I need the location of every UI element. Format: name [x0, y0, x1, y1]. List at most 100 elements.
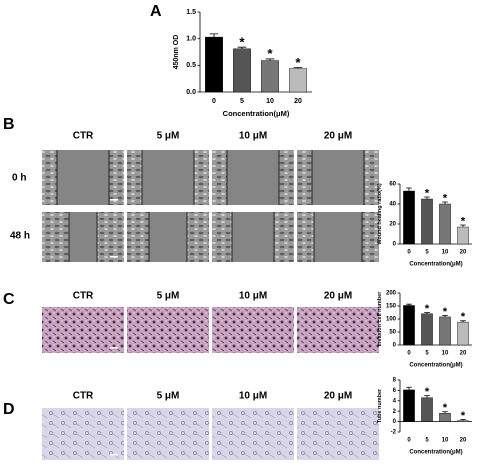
row-label: 0 h: [12, 173, 26, 184]
error-bar: [406, 187, 412, 191]
significance: *: [425, 187, 430, 199]
error-bar: [460, 320, 466, 323]
significance: *: [461, 215, 466, 227]
scale-bar: [110, 454, 118, 456]
x-tick-label: 5: [425, 438, 429, 444]
column-label: CTR: [73, 291, 94, 302]
micrograph: [297, 408, 379, 460]
error-bar: [406, 303, 412, 306]
y-tick-label: 40: [389, 202, 396, 208]
panel-label: C: [3, 291, 15, 308]
column-label: 20 μM: [324, 391, 352, 402]
scale-bar: [110, 347, 118, 349]
panel-label: A: [150, 3, 162, 20]
y-tick-label: 1.5: [186, 9, 196, 16]
error-bar: [237, 46, 247, 49]
micrograph: [127, 408, 209, 460]
bar: [457, 226, 469, 245]
bar: [439, 203, 451, 245]
bar: [403, 389, 415, 422]
y-tick-label: 2: [393, 409, 397, 415]
wound-gap: [69, 212, 97, 262]
y-axis-label: Wound healing ratio(%): [377, 183, 383, 244]
y-tick-label: 0: [393, 343, 397, 349]
error-bar: [442, 314, 448, 317]
x-tick-label: 5: [425, 351, 429, 357]
y-axis-label: Invasion cell number: [377, 291, 383, 347]
column-label: 10 μM: [239, 131, 267, 142]
x-axis-label: Concentration(μM): [409, 363, 462, 369]
y-tick-label: 4: [393, 398, 397, 404]
micrograph: [42, 408, 124, 460]
error-bar: [442, 201, 448, 204]
x-tick-label: 10: [266, 98, 274, 105]
bar: [439, 413, 451, 422]
x-tick-label: 20: [460, 250, 467, 256]
x-tick-label: 20: [460, 351, 467, 357]
column-label: 5 μM: [157, 131, 180, 142]
error-bar: [424, 395, 430, 398]
column-label: 20 μM: [324, 291, 352, 302]
error-bar: [424, 312, 430, 314]
x-axis-label: Concentration(μM): [409, 262, 462, 268]
wound-gap: [149, 212, 187, 262]
error-bar: [424, 196, 430, 199]
column-label: 5 μM: [157, 291, 180, 302]
significance: *: [239, 35, 245, 50]
error-bar: [460, 419, 466, 421]
significance: *: [295, 55, 301, 70]
x-tick-label: 0: [407, 351, 411, 357]
wound-gap: [312, 150, 364, 205]
y-tick-label: 100: [386, 317, 397, 323]
error-bar: [293, 67, 303, 69]
significance: *: [461, 311, 466, 323]
x-tick-label: 0: [407, 438, 411, 444]
y-tick-label: 200: [386, 291, 397, 297]
bar: [289, 68, 307, 93]
error-bar: [406, 386, 412, 390]
significance: *: [443, 402, 448, 414]
bar: [205, 36, 223, 93]
x-tick-label: 0: [212, 98, 216, 105]
wound-gap: [227, 150, 279, 205]
wound-gap: [142, 150, 194, 205]
y-axis-label: 450nm OD: [173, 35, 180, 70]
bar: [403, 305, 415, 346]
y-tick-label: 6: [393, 388, 397, 394]
bar: [421, 397, 433, 422]
x-tick-label: 20: [294, 98, 302, 105]
bar: [421, 313, 433, 346]
wound-gap: [232, 212, 274, 262]
column-label: CTR: [73, 131, 94, 142]
panel-label: B: [3, 116, 15, 133]
micrograph: [212, 408, 294, 460]
significance: *: [443, 192, 448, 204]
bar: [439, 316, 451, 346]
y-tick-label: 0.5: [186, 62, 196, 69]
wound-gap: [314, 212, 362, 262]
column-label: 10 μM: [239, 291, 267, 302]
x-tick-label: 10: [442, 250, 449, 256]
x-tick-label: 10: [442, 351, 449, 357]
error-bar: [265, 58, 275, 61]
y-axis-label: Tube number: [377, 388, 383, 423]
micrograph: [297, 307, 379, 353]
x-tick-label: 5: [425, 250, 429, 256]
panel-label: D: [3, 401, 15, 418]
x-tick-label: 5: [240, 98, 244, 105]
y-tick-label: 50: [389, 330, 396, 336]
micrograph: [212, 307, 294, 353]
x-axis-label: Concentration(μM): [409, 450, 462, 456]
bar: [457, 321, 469, 346]
row-label: 48 h: [10, 231, 30, 242]
y-tick-label: 0: [393, 419, 397, 425]
x-tick-label: 10: [442, 438, 449, 444]
y-tick-label: 60: [389, 182, 396, 188]
column-label: 5 μM: [157, 391, 180, 402]
significance: *: [461, 410, 466, 422]
y-tick-label: 0: [393, 242, 397, 248]
y-tick-label: 150: [386, 304, 397, 310]
bar: [403, 190, 415, 245]
